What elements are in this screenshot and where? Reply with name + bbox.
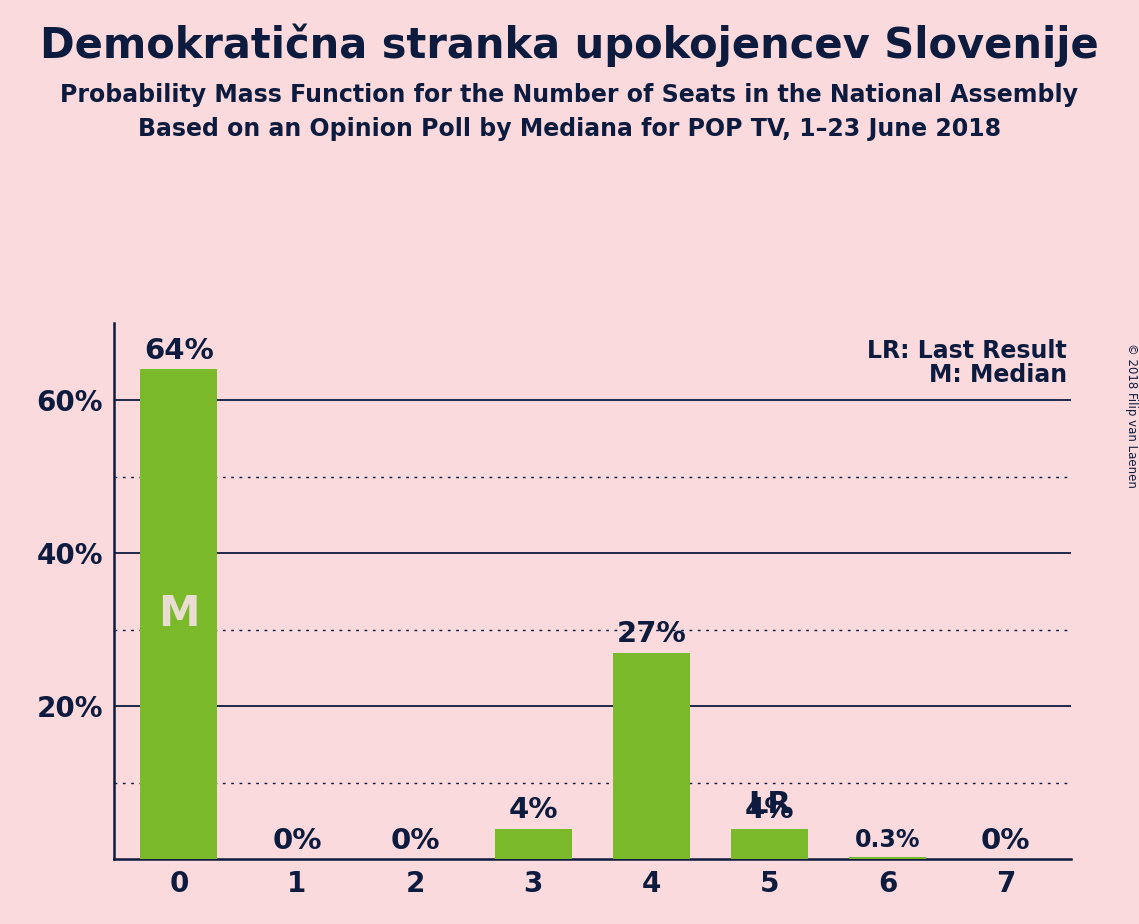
Bar [613,652,690,859]
Bar [140,370,218,859]
Text: 0%: 0% [391,827,440,855]
Text: LR: LR [748,790,790,819]
Text: 0.3%: 0.3% [855,829,920,853]
Text: 64%: 64% [144,336,214,365]
Text: 4%: 4% [508,796,558,824]
Text: Based on an Opinion Poll by Mediana for POP TV, 1–23 June 2018: Based on an Opinion Poll by Mediana for … [138,117,1001,141]
Text: 27%: 27% [616,620,686,648]
Text: 0%: 0% [981,827,1031,855]
Text: 0%: 0% [272,827,321,855]
Text: M: Median: M: Median [929,363,1067,387]
Bar [850,857,926,859]
Text: M: M [158,593,199,636]
Text: Probability Mass Function for the Number of Seats in the National Assembly: Probability Mass Function for the Number… [60,83,1079,107]
Text: 4%: 4% [745,796,794,824]
Bar [731,829,808,859]
Text: © 2018 Filip van Laenen: © 2018 Filip van Laenen [1124,344,1138,488]
Bar [494,829,572,859]
Text: LR: Last Result: LR: Last Result [868,339,1067,363]
Text: Demokratična stranka upokojencev Slovenije: Demokratična stranka upokojencev Sloveni… [40,23,1099,67]
